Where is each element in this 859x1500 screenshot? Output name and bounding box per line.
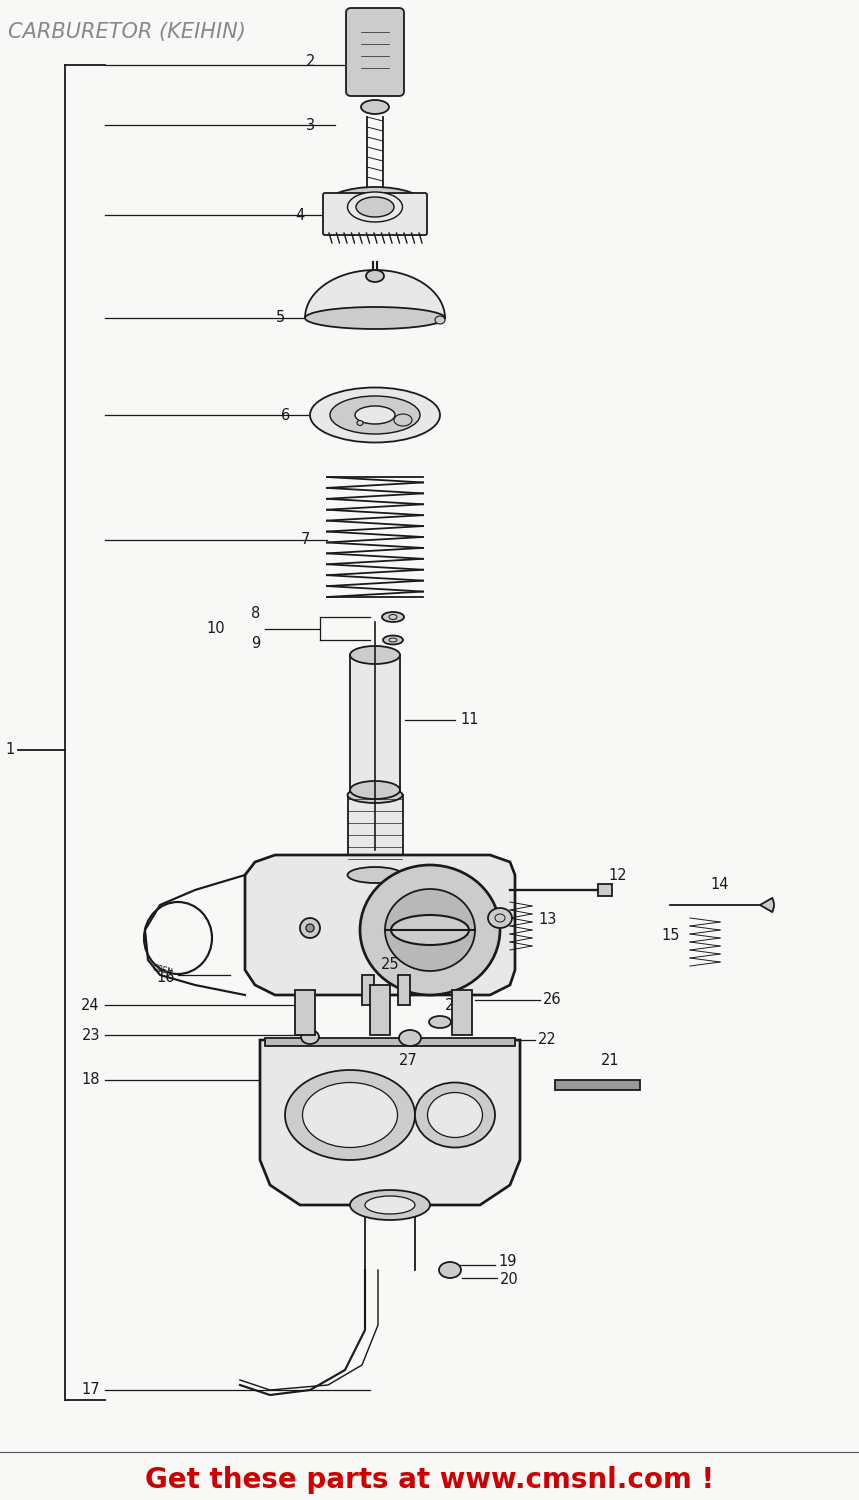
Ellipse shape [348,192,403,222]
Ellipse shape [350,646,400,664]
Ellipse shape [495,914,505,922]
Ellipse shape [360,865,500,994]
Text: OPEN: OPEN [150,963,174,976]
Text: 15: 15 [661,927,680,942]
Ellipse shape [399,1030,421,1045]
Text: 24: 24 [82,998,100,1012]
FancyBboxPatch shape [323,194,427,236]
Ellipse shape [435,316,445,324]
Ellipse shape [325,188,425,224]
Polygon shape [260,1040,520,1205]
Ellipse shape [361,100,389,114]
Bar [350,656,400,790]
Text: 5: 5 [276,310,285,326]
Bar [598,884,612,896]
Ellipse shape [488,908,512,928]
Bar [370,986,390,1035]
Text: 19: 19 [498,1254,516,1269]
Text: 7: 7 [301,532,310,548]
Bar [398,975,410,1005]
Polygon shape [305,270,445,318]
Ellipse shape [366,270,384,282]
Text: 26: 26 [543,993,562,1008]
Ellipse shape [285,1070,415,1160]
Ellipse shape [300,918,320,938]
Text: 10: 10 [206,621,225,636]
Bar [265,1038,515,1046]
Text: 17: 17 [82,1383,100,1398]
Text: 20: 20 [500,1272,519,1287]
Ellipse shape [350,782,400,800]
Text: 28: 28 [445,998,464,1012]
Ellipse shape [385,890,475,971]
Text: 22: 22 [538,1032,557,1047]
Ellipse shape [439,1262,461,1278]
Text: 11: 11 [460,712,478,728]
Polygon shape [245,855,515,994]
Bar [452,990,472,1035]
Text: 18: 18 [82,1072,100,1088]
Text: 21: 21 [600,1053,619,1068]
Ellipse shape [355,406,395,424]
Bar [362,975,374,1005]
Bar [555,1080,640,1090]
Text: 16: 16 [156,970,175,986]
Text: 6: 6 [281,408,290,423]
Ellipse shape [350,1190,430,1219]
Ellipse shape [391,915,469,945]
Text: 3: 3 [306,117,315,132]
Bar [295,990,315,1035]
Text: 13: 13 [538,912,557,927]
Ellipse shape [382,612,404,622]
Text: 25: 25 [381,957,399,972]
Ellipse shape [305,308,445,328]
Text: 2: 2 [306,54,315,69]
Ellipse shape [306,924,314,932]
Ellipse shape [348,867,403,883]
Bar [348,795,403,874]
Text: 4: 4 [295,207,305,222]
Text: 1: 1 [5,742,15,758]
Ellipse shape [302,1083,398,1148]
Wedge shape [760,898,774,912]
Ellipse shape [301,1030,319,1044]
Ellipse shape [383,636,403,645]
Ellipse shape [428,1092,483,1137]
Ellipse shape [348,788,403,802]
Ellipse shape [415,1083,495,1148]
Ellipse shape [357,420,363,426]
Text: 8: 8 [251,606,260,621]
Ellipse shape [365,1196,415,1214]
Text: CARBURETOR (KEIHIN): CARBURETOR (KEIHIN) [8,22,246,42]
Text: 27: 27 [399,1053,417,1068]
Text: Get these parts at www.cmsnl.com !: Get these parts at www.cmsnl.com ! [145,1467,714,1494]
FancyBboxPatch shape [346,8,404,96]
Ellipse shape [310,387,440,442]
Text: 14: 14 [710,878,729,892]
Ellipse shape [429,1016,451,1028]
Ellipse shape [330,396,420,433]
Text: 9: 9 [251,636,260,651]
Ellipse shape [356,196,394,217]
Text: 23: 23 [82,1028,100,1042]
Text: 12: 12 [608,868,626,883]
